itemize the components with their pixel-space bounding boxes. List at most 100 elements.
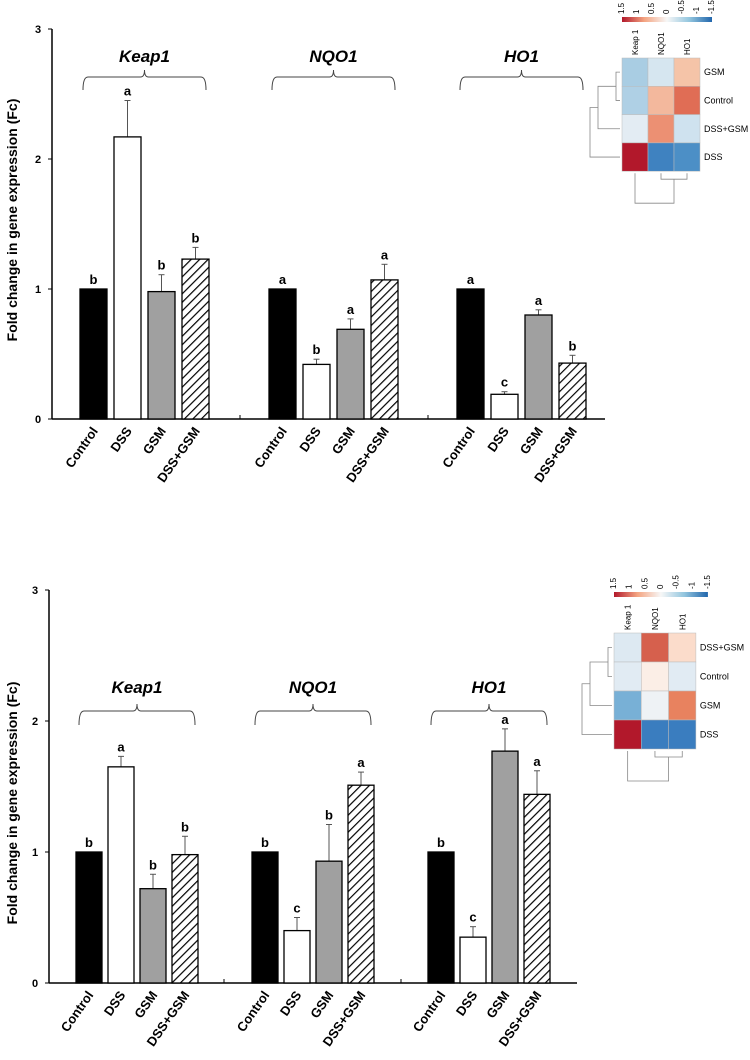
color-scale-tick: 0 (656, 584, 665, 589)
group-brace (254, 703, 372, 726)
x-tick-label: Control (62, 424, 101, 470)
group-brace (82, 69, 207, 91)
heatmap-cell (621, 57, 649, 87)
heatmap-cell (673, 142, 701, 172)
significance-letter: c (469, 910, 476, 925)
significance-letter: c (501, 375, 508, 390)
heatmap-1: 1.5 1 0.5 0 -0.5 -1 -1.5 Keap 1 NQO1 HO1 GSM Contro… (589, 0, 748, 204)
heatmap-column-label: NQO1 (657, 32, 666, 55)
bar-dss (302, 363, 331, 420)
bar-control (79, 288, 108, 420)
bar-control (456, 288, 485, 420)
x-tick-label: Control (410, 988, 449, 1034)
heatmap-cell (641, 690, 669, 721)
x-tick-label: Control (234, 988, 273, 1034)
bar-dss-gsm (171, 853, 199, 984)
significance-letter: b (90, 272, 98, 287)
color-scale-tick: 1.5 (617, 2, 626, 14)
bar-gsm (336, 328, 365, 420)
heatmap-row-label: Control (700, 672, 729, 682)
color-scale-tick: 0 (662, 9, 671, 14)
bar-control (268, 288, 297, 420)
bar-dss-gsm (558, 362, 587, 420)
significance-letter: a (357, 755, 365, 770)
y-tick-label: 2 (32, 716, 38, 728)
color-scale-tick: 1 (625, 584, 634, 589)
y-tick-label: 1 (32, 847, 38, 859)
heatmap-column-label: Keap 1 (624, 604, 633, 630)
y-tick-label: 0 (35, 414, 41, 426)
x-tick-label: Control (251, 424, 290, 470)
bar-gsm (147, 290, 176, 420)
x-tick-label: GSM (517, 424, 546, 457)
color-scale-bar (622, 17, 712, 22)
group-brace (430, 703, 548, 726)
color-scale-tick: -0.5 (677, 0, 686, 14)
y-tick-label: 3 (32, 585, 38, 597)
heatmap-row-label: DSS (700, 730, 719, 740)
x-tick-label: DSS (101, 988, 129, 1019)
bar-dss (107, 766, 135, 984)
x-tick-label: DSS (453, 988, 481, 1019)
heatmap-column-label: Keap 1 (631, 29, 640, 55)
significance-letter: a (124, 84, 132, 99)
significance-letter: a (533, 754, 541, 769)
color-scale-tick: 0.5 (647, 2, 656, 14)
group-brace (271, 69, 396, 91)
heatmap-column-label: HO1 (678, 613, 687, 630)
significance-letter: b (181, 819, 189, 834)
heatmap-column-label: NQO1 (651, 607, 660, 630)
y-tick-label: 3 (35, 24, 41, 36)
column-dendrogram (634, 173, 688, 204)
bar-gsm (491, 750, 519, 984)
x-tick-label: Control (58, 988, 97, 1034)
bar-control (427, 851, 455, 984)
bar-dss (459, 936, 487, 984)
significance-letter: b (569, 338, 577, 353)
heatmap-row-label: DSS (704, 152, 723, 162)
bar-dss-gsm (181, 258, 210, 420)
significance-letter: b (261, 835, 269, 850)
heatmap-cell (668, 661, 697, 692)
y-tick-label: 1 (35, 284, 41, 296)
heatmap-cell (621, 142, 649, 172)
heatmap-cell (621, 114, 649, 144)
heatmap-cell (613, 632, 642, 663)
significance-letter: a (535, 293, 543, 308)
heatmap-row-label: GSM (704, 67, 725, 77)
color-scale-tick: 0.5 (640, 577, 649, 589)
significance-letter: a (117, 739, 125, 754)
heatmap-cell (647, 142, 675, 172)
heatmap-cell (673, 114, 701, 144)
significance-letter: a (501, 712, 509, 727)
bar-dss (490, 393, 519, 420)
significance-letter: a (467, 272, 475, 287)
heatmap-row-label: DSS+GSM (704, 124, 748, 134)
x-tick-label: DSS (296, 424, 324, 455)
bar-dss-gsm (523, 793, 551, 984)
significance-letter: a (381, 247, 389, 262)
x-tick-label: GSM (483, 988, 512, 1021)
heatmap-cell (613, 719, 642, 750)
color-scale-tick: -0.5 (672, 575, 681, 589)
color-scale-bar (614, 592, 708, 597)
significance-letter: a (347, 302, 355, 317)
bar-gsm (524, 314, 553, 420)
significance-letter: b (158, 258, 166, 273)
heatmap-cell (668, 632, 697, 663)
bar-control (251, 851, 279, 984)
heatmap-cell (613, 661, 642, 692)
heatmap-cell (673, 86, 701, 115)
bar-dss-gsm (370, 279, 399, 420)
gene-label: HO1 (472, 678, 507, 697)
significance-letter: b (85, 835, 93, 850)
significance-letter: b (437, 835, 445, 850)
y-tick-label: 0 (32, 978, 38, 990)
y-axis-label: Fold change in gene expression (Fc) (4, 99, 20, 342)
heatmap-column-label: HO1 (683, 38, 692, 55)
